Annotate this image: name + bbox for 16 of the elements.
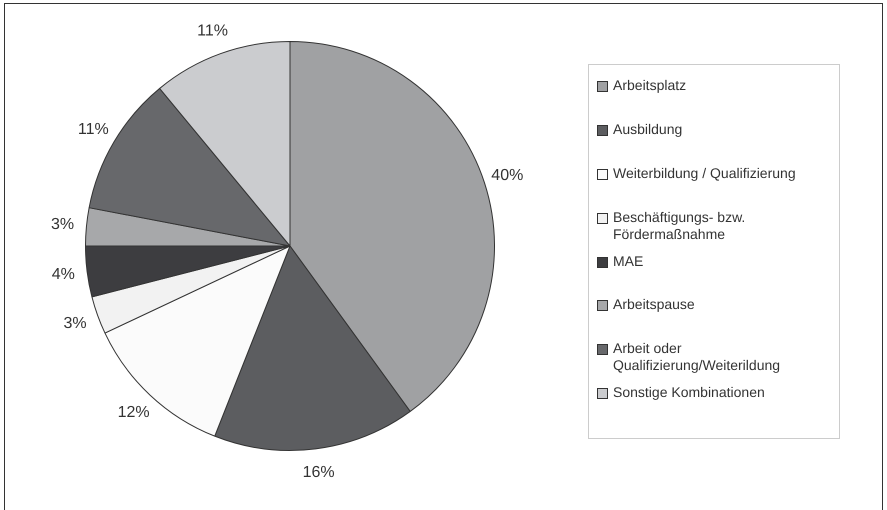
legend-label: Ausbildung	[613, 120, 682, 138]
legend-label: Arbeit oder Qualifizierung/Weiterildung	[613, 340, 782, 374]
legend-label: Sonstige Kombinationen	[613, 384, 765, 402]
data-label: 4%	[52, 266, 75, 284]
legend-label: Arbeitspause	[613, 296, 695, 314]
data-label: 11%	[197, 22, 228, 40]
legend-label: Weiterbildung / Qualifizierung	[613, 164, 796, 182]
data-label: 16%	[302, 464, 335, 482]
data-label: 11%	[78, 121, 109, 138]
legend-label: MAE	[613, 252, 644, 270]
legend-label: Beschäftigungs- bzw. Fördermaßnahme	[613, 208, 746, 243]
data-label: 40%	[491, 166, 524, 184]
legend-label: Arbeitsplatz	[613, 77, 686, 94]
data-label: 12%	[118, 404, 150, 421]
data-label: 3%	[50, 216, 74, 233]
data-label: 3%	[63, 314, 87, 332]
